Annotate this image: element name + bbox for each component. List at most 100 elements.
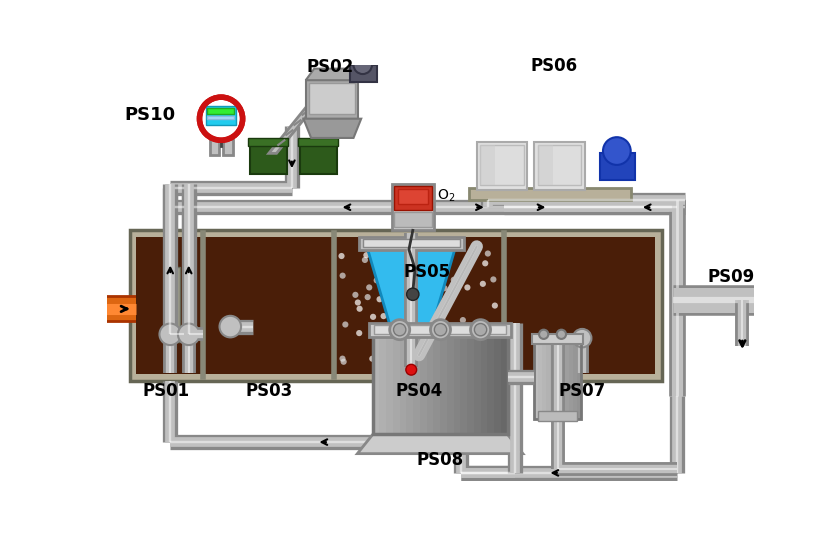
Circle shape bbox=[366, 285, 372, 291]
Bar bbox=[542, 342, 547, 419]
Circle shape bbox=[426, 328, 432, 334]
Circle shape bbox=[356, 330, 362, 336]
Circle shape bbox=[396, 356, 402, 363]
Text: PS03: PS03 bbox=[245, 382, 292, 400]
Bar bbox=[501, 334, 507, 434]
Bar bbox=[533, 334, 583, 343]
Bar bbox=[412, 334, 420, 434]
Circle shape bbox=[380, 278, 386, 284]
Circle shape bbox=[388, 308, 394, 314]
Bar bbox=[534, 142, 585, 190]
Circle shape bbox=[433, 269, 439, 275]
Circle shape bbox=[423, 266, 428, 272]
Bar bbox=[554, 342, 559, 419]
Circle shape bbox=[365, 294, 370, 300]
Bar bbox=[209, 137, 218, 155]
Circle shape bbox=[404, 342, 411, 348]
Text: PS08: PS08 bbox=[416, 451, 464, 469]
Circle shape bbox=[470, 320, 491, 340]
Bar bbox=[373, 334, 380, 434]
Text: PS10: PS10 bbox=[123, 106, 175, 124]
Bar bbox=[207, 108, 234, 114]
Text: PS04: PS04 bbox=[396, 382, 443, 400]
Circle shape bbox=[381, 313, 386, 319]
Circle shape bbox=[356, 306, 363, 312]
Bar bbox=[534, 342, 580, 419]
Circle shape bbox=[419, 357, 425, 364]
Bar bbox=[130, 231, 662, 381]
Bar bbox=[300, 142, 337, 174]
Bar bbox=[369, 323, 512, 336]
Circle shape bbox=[390, 266, 396, 273]
Circle shape bbox=[340, 359, 347, 365]
Bar bbox=[375, 325, 506, 334]
Text: PS06: PS06 bbox=[530, 57, 577, 75]
Bar bbox=[392, 184, 434, 231]
Circle shape bbox=[383, 268, 389, 274]
Bar bbox=[447, 334, 454, 434]
Bar bbox=[480, 145, 523, 185]
Circle shape bbox=[160, 323, 181, 345]
Circle shape bbox=[339, 355, 345, 362]
Circle shape bbox=[398, 281, 405, 287]
Circle shape bbox=[200, 97, 243, 140]
Circle shape bbox=[415, 309, 421, 315]
Bar bbox=[577, 342, 581, 419]
Bar bbox=[359, 237, 464, 251]
Bar bbox=[309, 83, 355, 114]
Circle shape bbox=[459, 317, 466, 323]
Text: PS02: PS02 bbox=[307, 58, 354, 77]
Bar bbox=[379, 334, 386, 434]
Circle shape bbox=[178, 323, 200, 345]
Polygon shape bbox=[365, 240, 458, 367]
Bar bbox=[459, 334, 467, 434]
Circle shape bbox=[219, 316, 241, 338]
Bar bbox=[600, 153, 634, 180]
Polygon shape bbox=[303, 119, 361, 138]
Bar bbox=[454, 334, 460, 434]
Bar bbox=[394, 212, 432, 227]
Bar bbox=[298, 138, 339, 146]
Circle shape bbox=[352, 292, 359, 298]
Bar bbox=[469, 188, 631, 200]
Circle shape bbox=[491, 302, 498, 309]
Circle shape bbox=[339, 253, 344, 259]
Bar bbox=[474, 334, 480, 434]
Circle shape bbox=[452, 336, 458, 343]
Circle shape bbox=[402, 349, 409, 355]
Circle shape bbox=[399, 354, 406, 360]
Bar bbox=[386, 334, 393, 434]
Text: PS05: PS05 bbox=[403, 262, 450, 281]
Circle shape bbox=[483, 323, 489, 329]
Bar bbox=[534, 342, 539, 419]
Bar bbox=[398, 189, 428, 204]
Bar bbox=[373, 334, 507, 434]
Bar bbox=[538, 342, 543, 419]
Bar bbox=[433, 334, 440, 434]
Circle shape bbox=[394, 323, 406, 336]
Polygon shape bbox=[306, 69, 358, 80]
Bar bbox=[393, 334, 400, 434]
Circle shape bbox=[603, 137, 631, 165]
Text: PS09: PS09 bbox=[707, 267, 754, 286]
Bar bbox=[349, 65, 376, 82]
Bar bbox=[538, 411, 577, 421]
Circle shape bbox=[465, 350, 470, 356]
Circle shape bbox=[434, 323, 447, 336]
Bar bbox=[477, 142, 527, 190]
Circle shape bbox=[354, 56, 372, 74]
Circle shape bbox=[388, 332, 395, 338]
Polygon shape bbox=[269, 82, 334, 153]
Circle shape bbox=[339, 273, 346, 279]
Circle shape bbox=[390, 320, 410, 340]
Circle shape bbox=[362, 257, 368, 263]
Bar bbox=[565, 342, 570, 419]
Bar bbox=[248, 138, 288, 146]
Bar bbox=[223, 137, 233, 155]
Circle shape bbox=[370, 356, 375, 362]
Bar bbox=[550, 342, 554, 419]
Circle shape bbox=[485, 251, 491, 256]
Bar bbox=[136, 237, 655, 374]
Bar bbox=[538, 145, 581, 185]
Bar bbox=[172, 267, 181, 342]
